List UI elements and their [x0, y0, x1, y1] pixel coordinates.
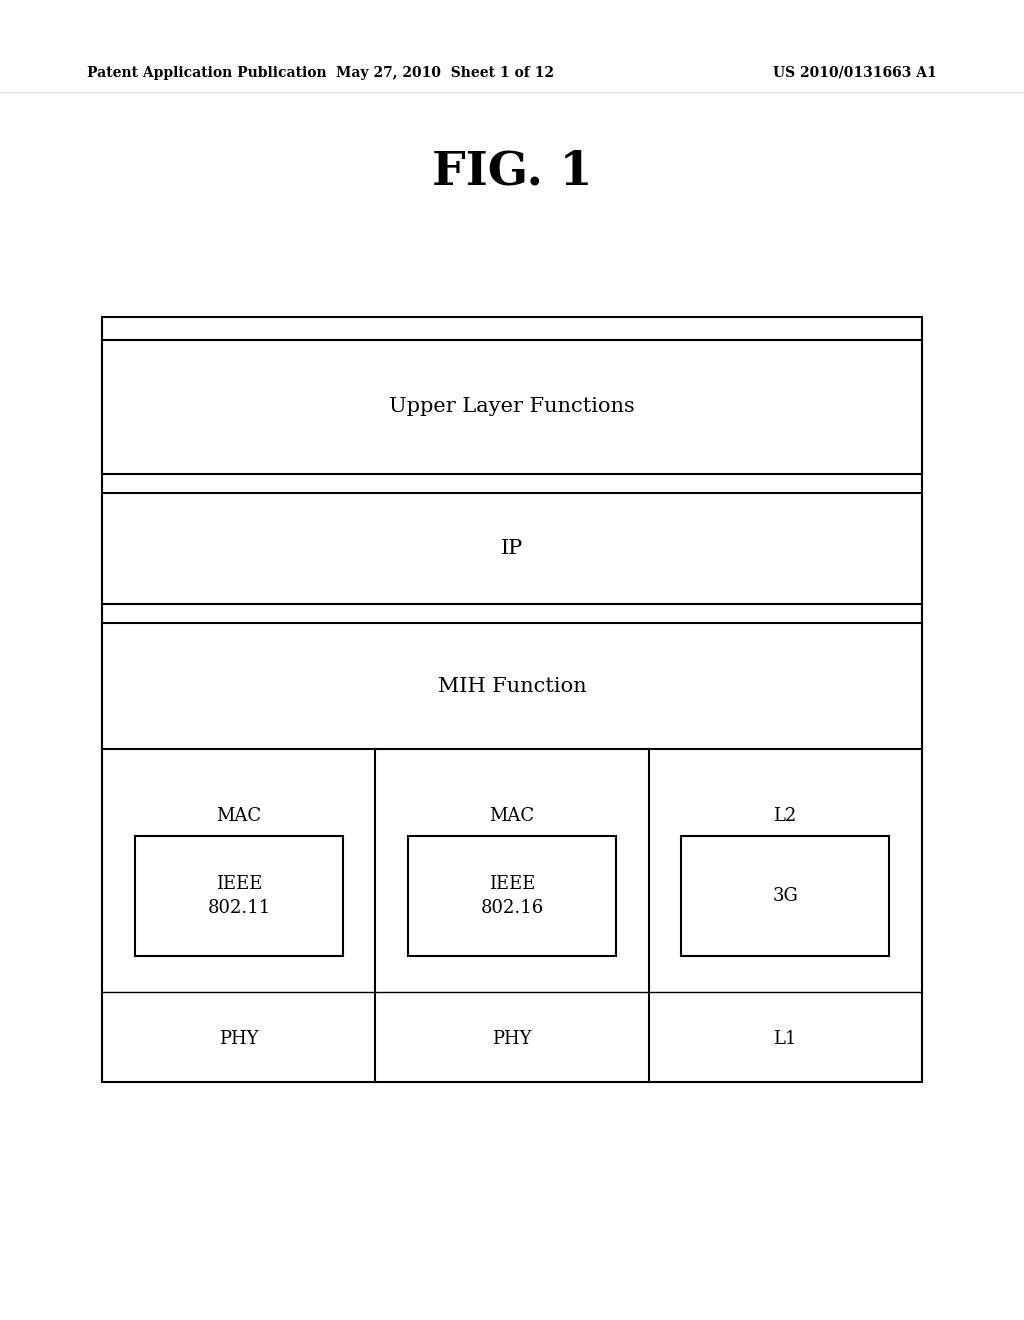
Bar [102, 339, 922, 474]
Text: US 2010/0131663 A1: US 2010/0131663 A1 [773, 66, 937, 79]
Text: 3G: 3G [772, 887, 798, 906]
Bar [102, 623, 922, 750]
Text: MAC: MAC [489, 807, 535, 825]
Bar [102, 317, 922, 1082]
Text: PHY: PHY [219, 1030, 259, 1048]
Text: L1: L1 [773, 1030, 797, 1048]
Text: IEEE
802.16: IEEE 802.16 [480, 875, 544, 916]
Text: L2: L2 [773, 807, 797, 825]
Bar [102, 492, 922, 605]
Text: Patent Application Publication: Patent Application Publication [87, 66, 327, 79]
Text: PHY: PHY [493, 1030, 531, 1048]
Text: IP: IP [501, 539, 523, 558]
Text: MAC: MAC [216, 807, 261, 825]
Text: MIH Function: MIH Function [437, 677, 587, 696]
Bar [135, 836, 343, 956]
Bar [409, 836, 615, 956]
Text: IEEE
802.11: IEEE 802.11 [207, 875, 270, 916]
Text: FIG. 1: FIG. 1 [432, 149, 592, 194]
Text: May 27, 2010  Sheet 1 of 12: May 27, 2010 Sheet 1 of 12 [337, 66, 554, 79]
Text: Upper Layer Functions: Upper Layer Functions [389, 397, 635, 416]
Bar [681, 836, 889, 956]
